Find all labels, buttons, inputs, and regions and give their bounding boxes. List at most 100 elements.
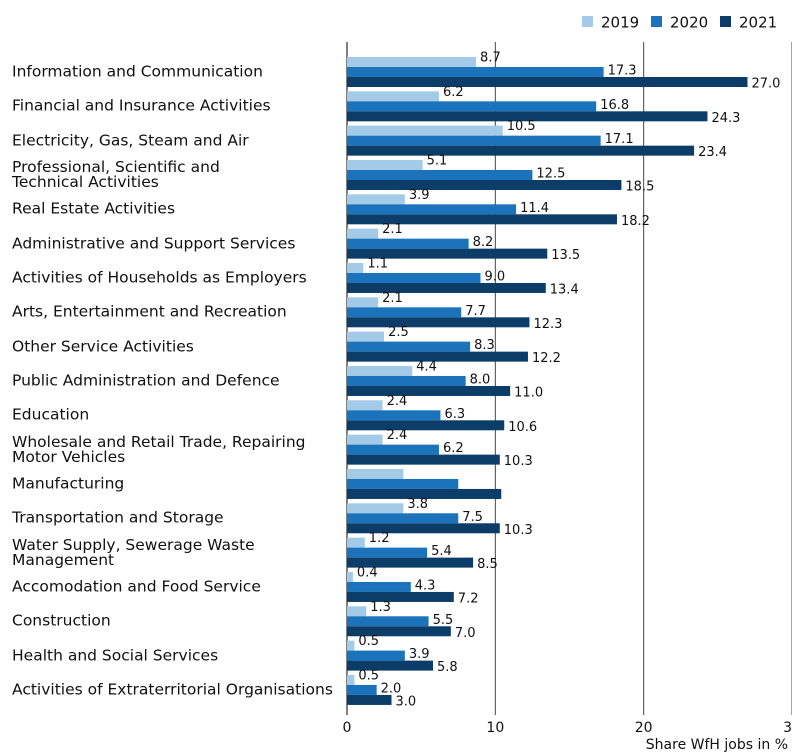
legend-swatch: [720, 16, 731, 27]
bar: [347, 169, 533, 180]
legend-label: 2019: [601, 14, 639, 32]
bar: [347, 228, 379, 239]
data-label: 18.5: [625, 179, 654, 194]
legend-swatch: [582, 16, 593, 27]
data-label: 8.0: [470, 372, 491, 387]
bar: [347, 444, 439, 455]
data-label: 7.5: [462, 510, 483, 525]
bar: [347, 341, 471, 352]
data-label: 12.5: [536, 166, 565, 181]
legend-label: 2020: [670, 14, 708, 32]
bar: [347, 674, 355, 685]
data-label: 13.4: [550, 282, 579, 297]
data-label: 27.0: [752, 77, 781, 92]
bar: [347, 179, 622, 190]
bar: [347, 650, 405, 661]
bar: [347, 410, 441, 421]
y-tick-label: Financial and Insurance Activities: [12, 96, 271, 115]
y-tick-label: Professional, Scientific and Technical A…: [12, 157, 220, 191]
bar: [347, 537, 365, 548]
bar: [347, 365, 413, 376]
x-tick-label: 20: [635, 720, 653, 736]
data-label: 16.8: [600, 98, 629, 113]
bar: [347, 307, 462, 318]
data-label: 12.2: [532, 351, 561, 366]
bar: [347, 91, 439, 102]
bar: [347, 67, 604, 77]
data-label: 11.4: [520, 201, 549, 216]
x-tick-label: 0: [343, 720, 352, 736]
x-axis-label: Share WfH jobs in %: [646, 737, 788, 753]
y-tick-label: Construction: [12, 611, 111, 630]
data-label: 23.4: [698, 145, 727, 160]
data-label: 3.9: [409, 188, 430, 203]
data-label: 18.2: [621, 214, 650, 229]
data-label: 24.3: [711, 111, 740, 126]
y-tick-label: Activities of Extraterritorial Organisat…: [12, 680, 333, 699]
data-label: 0.5: [358, 634, 379, 649]
bar: [347, 694, 392, 705]
data-label: 2.0: [381, 681, 402, 696]
bar: [347, 454, 500, 465]
x-tick-label: 30: [783, 720, 792, 736]
y-tick-label: Manufacturing: [12, 474, 125, 493]
y-tick-label: Administrative and Support Services: [12, 234, 296, 253]
y-tick-label: Information and Communication: [12, 62, 263, 81]
data-label: 3.0: [396, 694, 417, 709]
bar: [347, 375, 466, 386]
data-label: 9.0: [485, 269, 506, 284]
data-label: 17.1: [605, 132, 634, 147]
bar: [347, 57, 477, 67]
data-label: 0.5: [358, 668, 379, 683]
bar: [347, 557, 474, 568]
data-label: 8.7: [480, 51, 501, 66]
data-label: 6.3: [444, 407, 465, 422]
data-label: 8.3: [474, 338, 495, 353]
bar: [347, 503, 404, 514]
bar: [347, 640, 355, 651]
y-tick-label: Water Supply, Sewerage Waste Management: [12, 535, 255, 569]
bar: [347, 145, 695, 156]
bar: [347, 135, 601, 146]
y-tick-label: Real Estate Activities: [12, 199, 176, 218]
data-label: 6.2: [443, 85, 464, 100]
data-label: 13.5: [551, 248, 580, 263]
y-tick-label: Electricity, Gas, Steam and Air: [12, 131, 249, 150]
bar: [347, 420, 505, 431]
bar: [347, 101, 597, 112]
bar: [347, 125, 503, 136]
data-label: 4.4: [416, 359, 437, 374]
bar: [347, 385, 511, 396]
data-label: 1.3: [370, 600, 391, 615]
data-label: 12.3: [533, 317, 562, 332]
data-label: 2.1: [382, 222, 403, 237]
bar: [347, 317, 530, 328]
data-label: 10.5: [507, 119, 536, 134]
data-label: 0.4: [357, 565, 378, 580]
bar: [347, 606, 367, 617]
y-tick-label: Other Service Activities: [12, 337, 194, 356]
data-label: 3.8: [407, 497, 428, 512]
data-label: 2.4: [387, 428, 408, 443]
data-label: 6.2: [443, 441, 464, 456]
bar: [347, 684, 377, 695]
data-label: 11.0: [514, 385, 543, 400]
y-tick-label: Education: [12, 405, 90, 424]
y-tick-label: Transportation and Storage: [12, 508, 224, 527]
y-tick-label: Wholesale and Retail Trade, Repairing Mo…: [12, 432, 306, 466]
bar: [347, 272, 481, 283]
data-label: 5.1: [427, 153, 448, 168]
bar: [347, 248, 548, 259]
data-label: 8.5: [477, 557, 498, 572]
data-label: 8.2: [473, 235, 494, 250]
bar: [347, 488, 502, 499]
data-label: 3.9: [409, 647, 430, 662]
bar: [347, 204, 517, 215]
bar: [347, 282, 546, 293]
bar: [347, 660, 434, 671]
y-tick-label: Accomodation and Food Service: [12, 577, 261, 596]
data-label: 5.4: [431, 544, 452, 559]
bar: [347, 194, 405, 205]
bar: [347, 581, 411, 592]
